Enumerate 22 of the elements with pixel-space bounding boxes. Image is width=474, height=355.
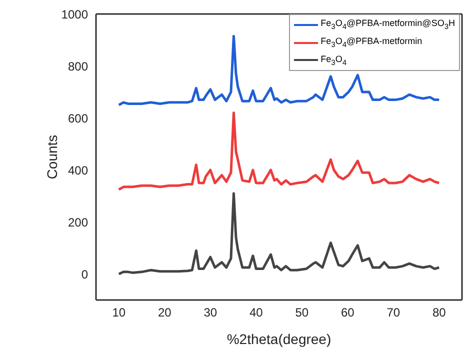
y-tick-label: 0 [81,267,88,282]
line-series [118,34,440,106]
y-tick-label: 400 [68,163,88,178]
y-axis-title: Counts [44,134,60,180]
x-tick-label: 60 [340,306,355,320]
x-tick-label: 30 [204,306,218,320]
y-tick-label: 800 [68,59,88,74]
x-tick-label: 80 [432,306,446,320]
legend-label: Fe$_{3}$O$_{4}$@PFBA-metformin [320,34,422,51]
x-tick-label: 10 [112,306,126,320]
legend-label: Fe$_{3}$O$_{4}$@PFBA-metformin@SO$_{3}$H [320,17,455,33]
x-axis-title: %2theta(degree) [226,331,332,347]
y-tick-label: 600 [68,111,88,126]
line-series [118,192,440,276]
legend-label: Fe$_{3}$O$_{4}$ [320,52,347,68]
x-tick-label: 50 [295,306,309,320]
y-tick-label: 200 [68,215,88,230]
x-tick-label: 70 [386,306,400,320]
x-tick-label: 20 [158,306,172,320]
line-series [118,112,440,191]
y-tick-label: 1000 [61,7,88,22]
x-tick-label: 40 [249,306,264,320]
